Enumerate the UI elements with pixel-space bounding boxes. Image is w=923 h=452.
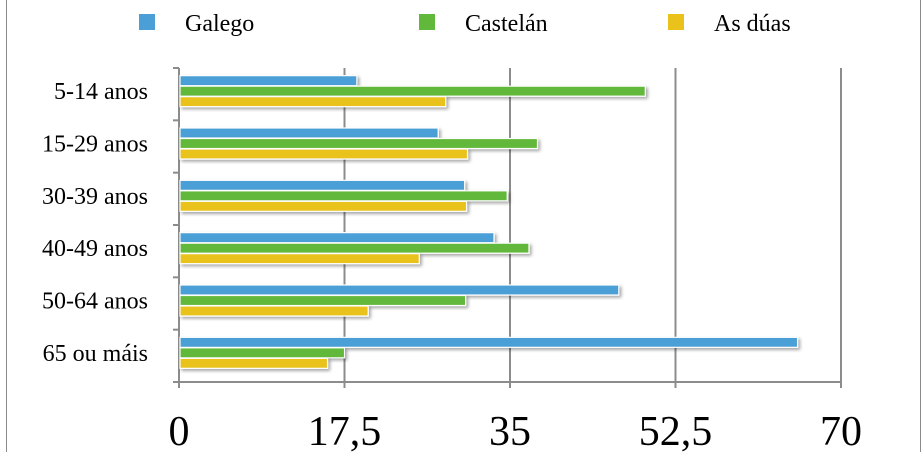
bar-as-duas-30-39-anos <box>179 200 468 212</box>
bar-as-duas-50-64-anos <box>179 305 369 317</box>
category-label-40-49-anos: 40-49 anos <box>42 236 148 262</box>
x-tick-label: 0 <box>169 409 190 452</box>
category-label-5-14-anos: 5-14 anos <box>54 79 148 105</box>
bar-galego-5-14-anos <box>179 75 358 87</box>
legend-swatch-as-duas <box>668 14 684 30</box>
category-label-30-39-anos: 30-39 anos <box>42 184 148 210</box>
category-label-15-29-anos: 15-29 anos <box>42 132 148 158</box>
bar-as-duas-40-49-anos <box>179 253 420 265</box>
bar-galego-15-29-anos <box>179 127 439 139</box>
bar-galego-30-39-anos <box>179 179 466 191</box>
category-label-65-ou-mais: 65 ou máis <box>43 341 148 367</box>
bar-galego-65-ou-mais <box>179 336 799 348</box>
legend-label-as-duas: As dúas <box>714 11 791 37</box>
x-tick-label: 17,5 <box>308 409 382 452</box>
legend: Galego Castelán As dúas <box>139 11 791 37</box>
category-labels: 5-14 anos 15-29 anos 30-39 anos 40-49 anos 5… <box>42 79 148 367</box>
bar-castelan-30-39-anos <box>179 190 508 202</box>
axes <box>173 67 842 388</box>
gridlines <box>343 68 842 382</box>
chart-frame: Galego Castelán As dúas 5-14 anos 15-29 ano… <box>6 0 921 452</box>
bar-as-duas-65-ou-mais <box>179 357 329 369</box>
legend-label-castelan: Castelán <box>465 11 548 37</box>
x-tick-label: 35 <box>489 409 531 452</box>
bar-castelan-15-29-anos <box>179 137 539 150</box>
x-tick-label: 70 <box>820 409 862 452</box>
bar-as-duas-5-14-anos <box>179 96 447 108</box>
bar-castelan-65-ou-mais <box>179 347 346 359</box>
bar-as-duas-15-29-anos <box>179 148 469 160</box>
x-tick-label: 52,5 <box>639 409 713 452</box>
bars <box>179 75 799 369</box>
legend-swatch-galego <box>139 14 155 30</box>
legend-label-galego: Galego <box>185 11 254 37</box>
bar-castelan-5-14-anos <box>179 85 646 97</box>
bar-chart: Galego Castelán As dúas 5-14 anos 15-29 ano… <box>42 11 863 452</box>
bar-castelan-40-49-anos <box>179 242 530 254</box>
bar-castelan-50-64-anos <box>179 294 467 307</box>
bar-galego-50-64-anos <box>179 284 620 296</box>
bar-galego-40-49-anos <box>179 232 495 244</box>
category-label-50-64-anos: 50-64 anos <box>42 289 148 315</box>
legend-swatch-castelan <box>419 14 435 30</box>
x-tick-labels: 0 17,5 35 52,5 70 <box>169 409 863 452</box>
